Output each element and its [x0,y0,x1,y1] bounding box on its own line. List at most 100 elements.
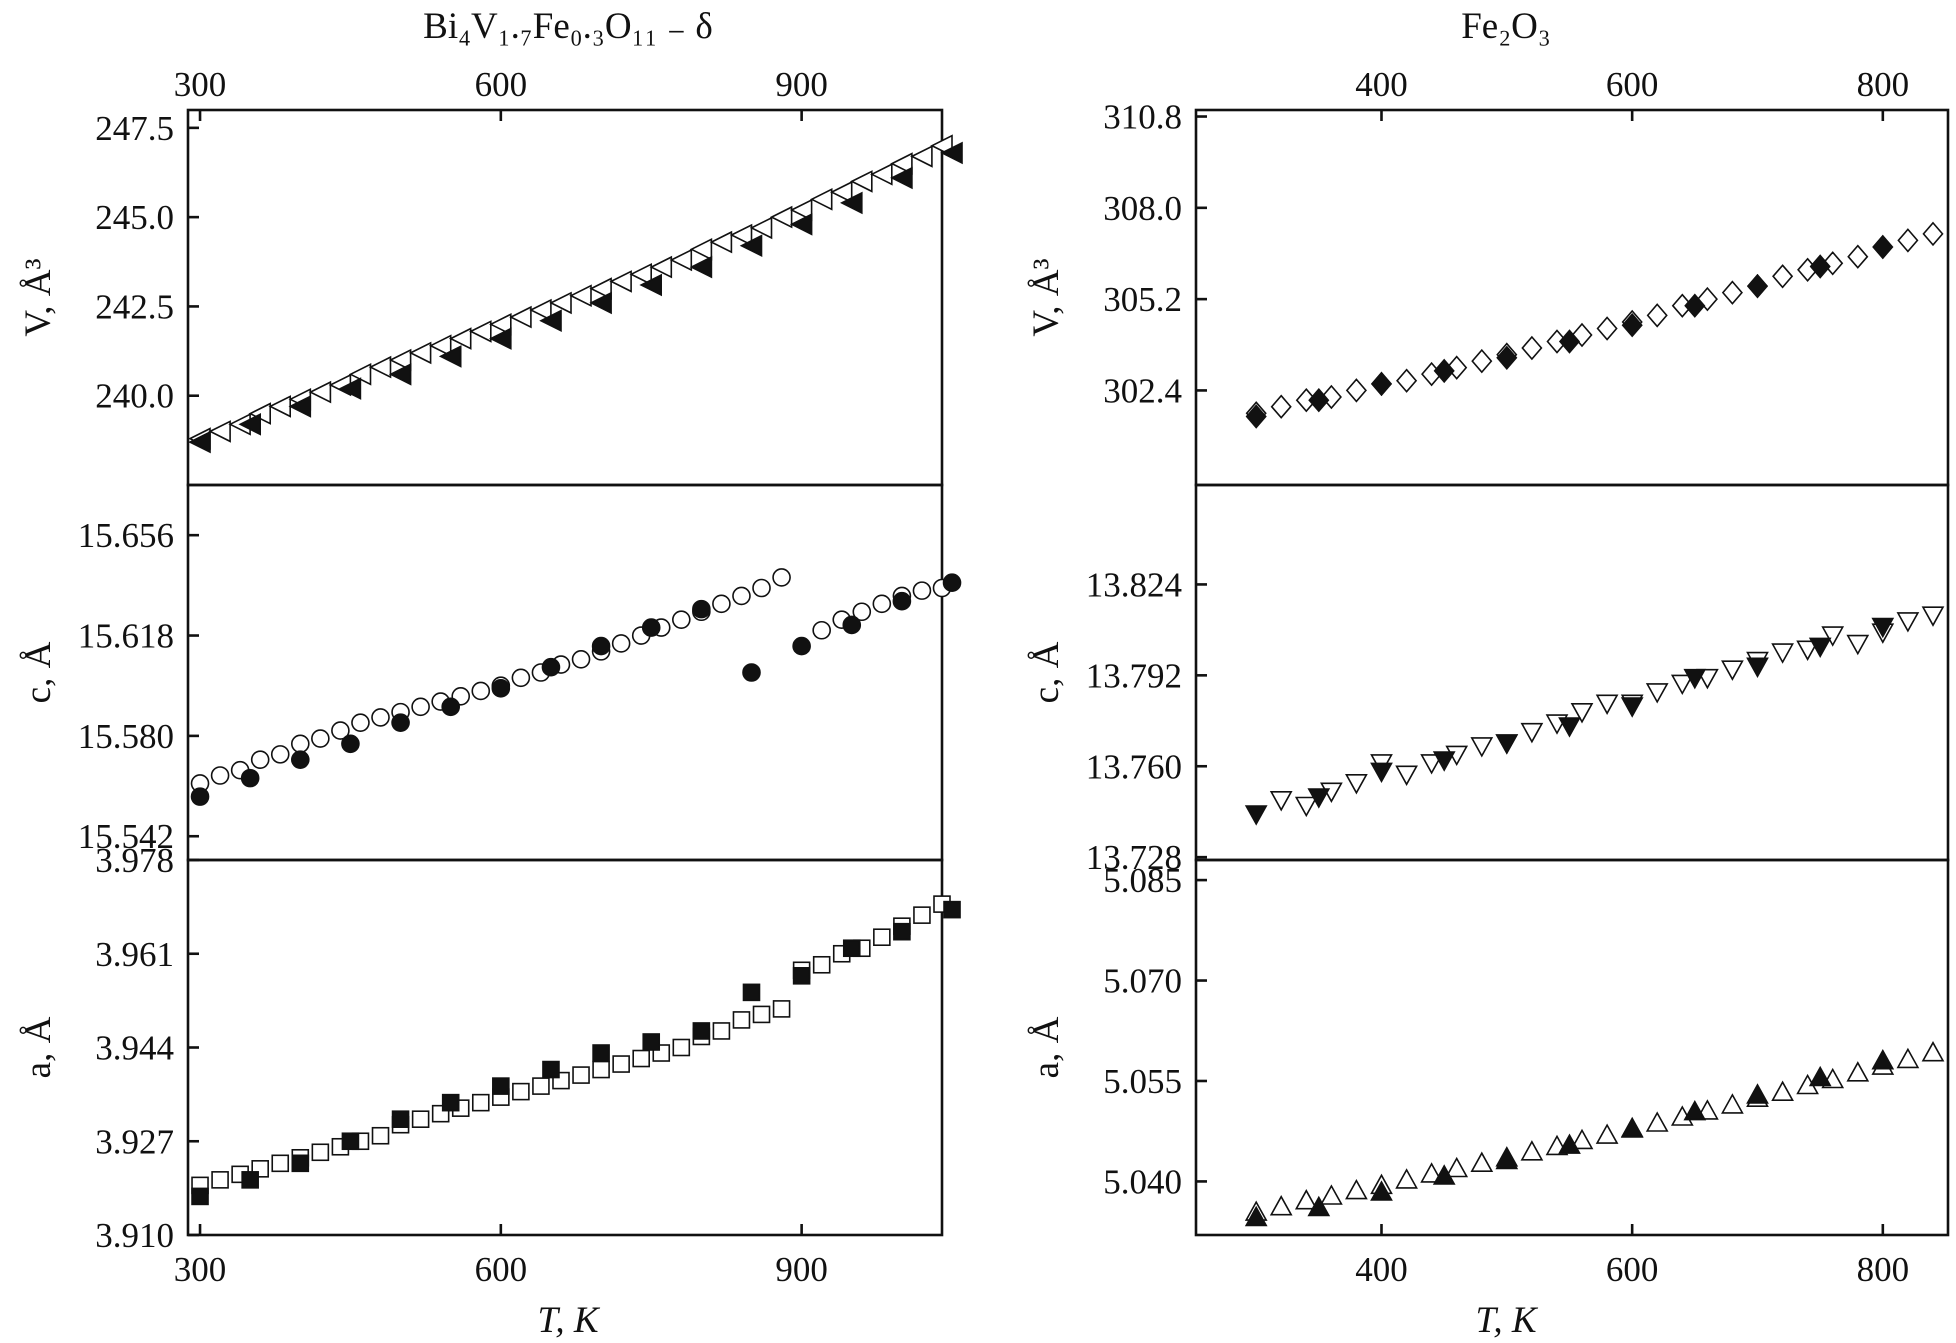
data-point [672,610,691,629]
data-point [1294,796,1318,818]
data-point [1370,1180,1393,1201]
data-point [1244,805,1268,826]
data-point [208,420,231,443]
y-tick-label: 308.0 [1103,189,1182,228]
data-point [1520,722,1544,744]
panel-5: 13.728 13.760 13.792 13.824 c, Å [1026,483,1950,877]
data-point [1420,1162,1443,1183]
data-point [1496,345,1518,371]
x-tick-label-top: 300 [174,65,227,104]
data-point [250,750,270,769]
data-point [1846,1061,1870,1082]
data-point [589,291,612,315]
data-point [549,291,572,315]
data-point [1896,612,1920,633]
data-point [1683,1099,1707,1121]
data-point [1433,358,1455,384]
data-point [639,273,663,297]
data-point [609,270,632,293]
data-point [870,163,893,186]
y-axis-title: c, Å [18,641,59,703]
data-point [772,1000,791,1018]
data-point [852,602,872,622]
data-point [1721,660,1744,681]
y-tick-label: 15.542 [78,817,174,856]
series-1-open [1244,1041,1945,1221]
y-tick-label: 3.910 [95,1216,174,1255]
data-point [1244,1205,1268,1227]
data-point [1595,1123,1619,1144]
data-point [1746,657,1769,678]
data-point [438,345,462,368]
data-point [1345,378,1367,403]
x-tick-label: 300 [174,1250,227,1289]
y-axis-title: V, Å³ [1026,258,1067,336]
data-point [1621,312,1643,338]
data-point [1772,264,1794,289]
data-point [752,578,771,598]
data-point [942,573,962,593]
data-point [592,1060,610,1079]
plot-frame [1194,108,1950,487]
data-point [812,955,831,974]
y-tick-label: 15.656 [78,516,174,555]
data-point [351,713,370,732]
data-point [1396,368,1418,393]
y-axis-title: V, Å³ [18,258,59,336]
data-point [1847,244,1869,269]
data-point [542,1060,560,1079]
data-point [311,729,330,748]
data-point [1370,762,1393,784]
x-tick-label-top: 600 [475,65,528,104]
data-point [211,1171,229,1189]
data-point [1570,1128,1594,1150]
data-point [769,205,793,229]
y-tick-label: 3.927 [95,1122,174,1161]
y-tick-label: 13.760 [1086,747,1182,786]
data-point [752,1005,771,1024]
data-point [1897,228,1919,253]
data-point [1808,1065,1832,1087]
data-point [692,599,711,619]
y-tick-label: 13.728 [1086,838,1182,877]
data-point [1420,754,1443,775]
data-point [1645,683,1669,704]
data-point [1345,1178,1368,1200]
series-2-filled [191,900,961,1206]
data-point [732,1011,751,1029]
y-tick-label: 247.5 [95,109,174,148]
plot-frame [1194,858,1950,1237]
data-point [1307,788,1331,809]
data-point [1320,1184,1343,1205]
data-point [1520,1140,1544,1161]
data-point [1294,1189,1318,1210]
data-point [1596,316,1618,341]
data-point [689,238,713,261]
data-point [371,708,390,727]
series-2-filled [1244,617,1895,826]
left-xlabel: T, K [537,1300,600,1341]
x-tick-label: 600 [475,1250,528,1289]
data-point [1796,640,1819,661]
data-point [1922,221,1944,247]
data-point [890,152,913,175]
data-point [872,594,892,614]
y-axis-title: c, Å [1026,641,1067,703]
data-point [669,248,693,272]
data-point [792,636,811,656]
data-point [238,413,262,436]
data-point [1471,348,1493,374]
data-point [1620,1116,1644,1138]
data-point [191,1187,209,1206]
data-point [471,1093,490,1112]
y-tick-label: 5.085 [1103,861,1182,900]
data-point [1308,387,1330,413]
data-point [411,1110,430,1128]
data-point [371,1126,390,1145]
data-point [428,334,452,357]
data-point [1620,697,1644,718]
data-point [591,636,611,656]
data-point [692,1022,711,1040]
data-point [629,263,653,286]
